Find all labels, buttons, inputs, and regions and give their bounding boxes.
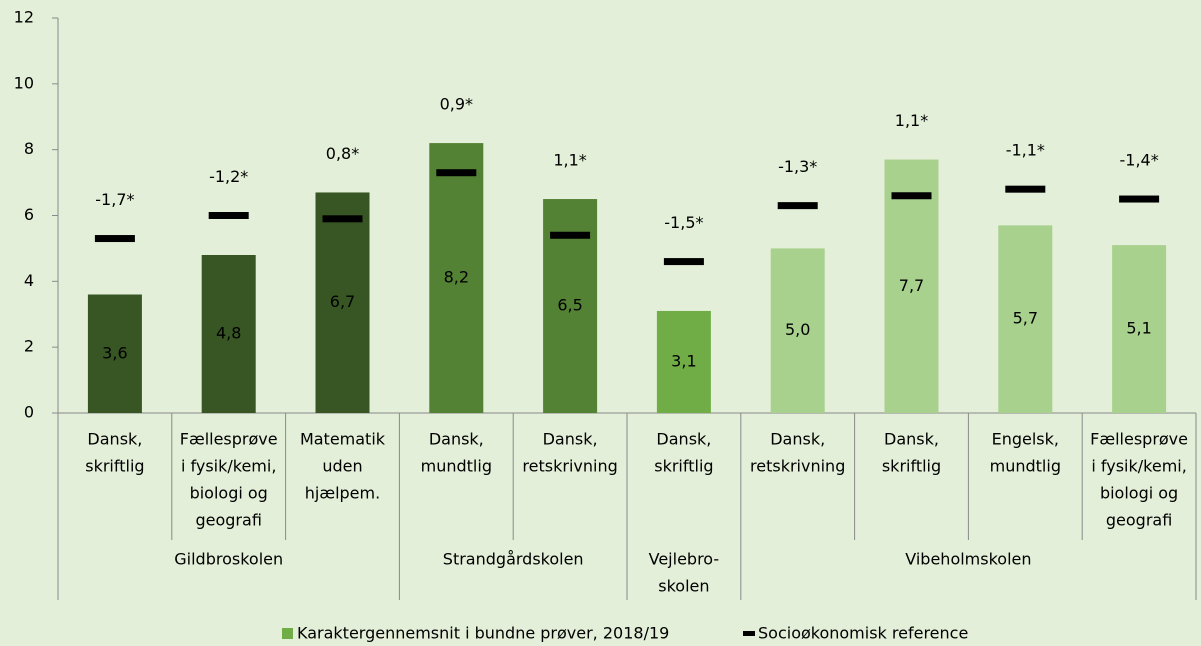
- x-tick-label: Dansk,: [87, 430, 142, 449]
- x-tick-label: retskrivning: [750, 457, 845, 476]
- legend-swatch: [743, 631, 755, 636]
- x-tick-label: hjælpem.: [305, 484, 380, 503]
- annotation: 1,1*: [895, 111, 928, 130]
- y-tick-label: 4: [24, 271, 34, 290]
- x-tick-label: Fællesprøve: [1090, 430, 1188, 449]
- reference-marker: [663, 258, 704, 266]
- annotation: -1,1*: [1006, 141, 1045, 160]
- reference-marker: [94, 235, 135, 243]
- value-label: 8,2: [444, 268, 469, 287]
- group-label: Gildbroskolen: [174, 550, 283, 569]
- reference-marker: [322, 215, 363, 223]
- legend-label: Socioøkonomisk reference: [758, 624, 968, 643]
- bar: [998, 225, 1053, 413]
- y-tick-label: 12: [14, 8, 34, 27]
- bar: [770, 248, 825, 413]
- value-label: 6,5: [557, 296, 582, 315]
- x-tick-label: geografi: [195, 511, 261, 530]
- x-tick-label: biologi og: [1100, 484, 1178, 503]
- x-tick-label: geografi: [1106, 511, 1172, 530]
- reference-marker: [1119, 195, 1160, 203]
- bar: [884, 159, 939, 413]
- annotation: 0,9*: [440, 95, 473, 114]
- reference-marker: [891, 192, 932, 200]
- bar: [87, 294, 142, 413]
- y-tick-label: 8: [24, 139, 34, 158]
- value-label: 5,0: [785, 320, 810, 339]
- value-label: 5,1: [1126, 319, 1151, 338]
- value-label: 6,7: [330, 292, 355, 311]
- reference-marker: [208, 212, 249, 219]
- value-label: 7,7: [899, 276, 924, 295]
- x-tick-label: mundtlig: [990, 457, 1061, 476]
- x-tick-label: i fysik/kemi,: [181, 457, 276, 476]
- x-tick-label: skriftlig: [882, 457, 941, 476]
- group-label: skolen: [658, 577, 709, 596]
- annotation: -1,4*: [1119, 151, 1158, 170]
- x-tick-label: retskrivning: [522, 457, 617, 476]
- annotation: 1,1*: [553, 151, 586, 170]
- x-tick-label: skriftlig: [654, 457, 713, 476]
- reference-marker: [436, 169, 477, 177]
- x-tick-label: skriftlig: [85, 457, 144, 476]
- x-tick-label: uden: [322, 457, 362, 476]
- value-label: 3,6: [102, 343, 127, 362]
- legend-swatch: [282, 628, 293, 639]
- x-tick-label: biologi og: [190, 484, 268, 503]
- group-label: Vibeholmskolen: [905, 550, 1031, 569]
- bar: [315, 192, 370, 413]
- value-label: 5,7: [1013, 309, 1038, 328]
- x-tick-label: Dansk,: [770, 430, 825, 449]
- x-tick-label: i fysik/kemi,: [1091, 457, 1186, 476]
- bar: [201, 255, 256, 413]
- bar: [656, 310, 711, 413]
- bar: [1112, 245, 1167, 413]
- y-tick-label: 10: [14, 73, 34, 92]
- y-tick-label: 6: [24, 205, 34, 224]
- x-tick-label: mundtlig: [421, 457, 492, 476]
- reference-marker: [550, 231, 591, 239]
- legend-label: Karaktergennemsnit i bundne prøver, 2018…: [297, 624, 669, 643]
- bar: [429, 143, 484, 414]
- x-tick-label: Dansk,: [656, 430, 711, 449]
- x-tick-label: Dansk,: [884, 430, 939, 449]
- x-tick-label: Matematik: [300, 430, 386, 449]
- annotation: 0,8*: [326, 144, 359, 163]
- y-tick-label: 0: [24, 403, 34, 422]
- group-label: Strandgårdskolen: [443, 550, 584, 569]
- annotation: -1,7*: [95, 190, 134, 209]
- x-tick-label: Dansk,: [429, 430, 484, 449]
- x-tick-label: Engelsk,: [992, 430, 1059, 449]
- y-tick-label: 2: [24, 337, 34, 356]
- value-label: 3,1: [671, 351, 696, 370]
- annotation: -1,3*: [778, 157, 817, 176]
- reference-marker: [1005, 185, 1046, 193]
- x-tick-label: Dansk,: [543, 430, 598, 449]
- annotation: -1,5*: [664, 213, 703, 232]
- group-label: Vejlebro-: [649, 550, 720, 569]
- reference-marker: [777, 202, 818, 210]
- value-label: 4,8: [216, 324, 241, 343]
- x-tick-label: Fællesprøve: [180, 430, 278, 449]
- annotation: -1,2*: [209, 167, 248, 186]
